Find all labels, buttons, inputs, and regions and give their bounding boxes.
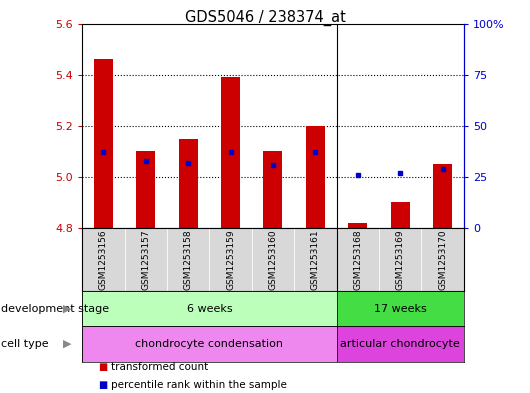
Text: cell type: cell type	[1, 339, 49, 349]
Bar	[263, 151, 282, 228]
Bar	[391, 202, 410, 228]
Text: GSM1253158: GSM1253158	[184, 229, 192, 290]
Bar	[221, 77, 240, 228]
Text: 17 weeks: 17 weeks	[374, 303, 427, 314]
Text: 6 weeks: 6 weeks	[187, 303, 232, 314]
Text: GSM1253169: GSM1253169	[396, 229, 404, 290]
FancyBboxPatch shape	[379, 228, 421, 291]
Bar	[306, 126, 325, 228]
Text: GDS5046 / 238374_at: GDS5046 / 238374_at	[184, 10, 346, 26]
Text: ▶: ▶	[63, 339, 72, 349]
FancyBboxPatch shape	[337, 326, 464, 362]
FancyBboxPatch shape	[337, 228, 379, 291]
FancyBboxPatch shape	[209, 228, 252, 291]
Text: GSM1253157: GSM1253157	[142, 229, 150, 290]
FancyBboxPatch shape	[125, 228, 167, 291]
Text: percentile rank within the sample: percentile rank within the sample	[111, 380, 287, 390]
Bar	[348, 223, 367, 228]
FancyBboxPatch shape	[337, 291, 464, 326]
Text: GSM1253170: GSM1253170	[438, 229, 447, 290]
Text: GSM1253156: GSM1253156	[99, 229, 108, 290]
Bar	[94, 59, 113, 228]
Text: GSM1253168: GSM1253168	[354, 229, 362, 290]
Text: ▶: ▶	[63, 303, 72, 314]
Text: ■: ■	[98, 380, 107, 390]
Bar	[179, 138, 198, 228]
Text: chondrocyte condensation: chondrocyte condensation	[135, 339, 284, 349]
FancyBboxPatch shape	[82, 326, 337, 362]
Text: transformed count: transformed count	[111, 362, 208, 373]
FancyBboxPatch shape	[167, 228, 209, 291]
Text: GSM1253159: GSM1253159	[226, 229, 235, 290]
FancyBboxPatch shape	[421, 228, 464, 291]
FancyBboxPatch shape	[82, 228, 125, 291]
Bar	[136, 151, 155, 228]
Text: articular chondrocyte: articular chondrocyte	[340, 339, 460, 349]
Text: GSM1253160: GSM1253160	[269, 229, 277, 290]
Text: development stage: development stage	[1, 303, 109, 314]
FancyBboxPatch shape	[252, 228, 294, 291]
Text: ■: ■	[98, 362, 107, 373]
Text: GSM1253161: GSM1253161	[311, 229, 320, 290]
FancyBboxPatch shape	[294, 228, 337, 291]
Bar	[433, 164, 452, 228]
FancyBboxPatch shape	[82, 291, 337, 326]
